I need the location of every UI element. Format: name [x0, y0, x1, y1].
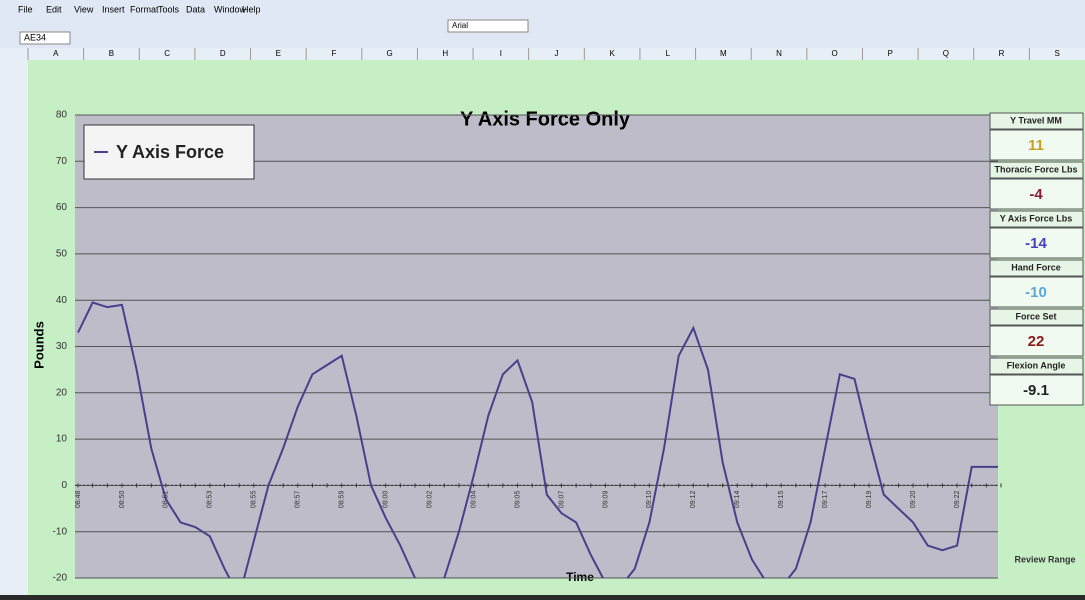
x-axis-label: Time: [566, 570, 594, 584]
x-tick-label: 08:48: [75, 491, 82, 509]
panel-value: 11: [1028, 137, 1044, 154]
row-header-bar: [0, 60, 28, 595]
x-tick-label: 09:22: [954, 491, 961, 509]
column-header: F: [332, 49, 337, 58]
menu-item[interactable]: Data: [186, 4, 205, 14]
column-header: L: [666, 49, 671, 58]
y-tick-label: 20: [56, 387, 68, 398]
column-header: P: [888, 49, 893, 58]
page: AE34 Arial Y Axis Force Only Pounds Time…: [0, 0, 1085, 595]
menu-item[interactable]: Format: [130, 4, 159, 14]
column-header: R: [999, 49, 1005, 58]
y-tick-label: 0: [61, 480, 67, 491]
column-header: M: [720, 49, 727, 58]
column-header-bar: [0, 48, 1085, 60]
x-tick-label: 09:02: [426, 491, 433, 509]
y-tick-label: 30: [56, 341, 68, 352]
review-range[interactable]: Review Range: [1014, 554, 1075, 564]
column-header: B: [109, 49, 114, 58]
menu-item[interactable]: View: [74, 4, 94, 14]
y-tick-label: -10: [53, 526, 68, 537]
x-tick-label: 09:15: [778, 491, 785, 509]
x-tick-label: 09:00: [383, 491, 390, 509]
menu-item[interactable]: Edit: [46, 4, 62, 14]
x-tick-label: 09:07: [558, 491, 565, 509]
panel-label: Force Set: [1015, 311, 1056, 321]
name-box-text: AE34: [24, 32, 46, 42]
column-header: E: [276, 49, 281, 58]
x-tick-label: 08:55: [251, 491, 258, 509]
x-tick-label: 09:14: [734, 491, 741, 509]
panel-label: Thoracic Force Lbs: [994, 164, 1077, 174]
y-tick-label: 40: [56, 295, 68, 306]
x-tick-label: 09:20: [910, 491, 917, 509]
panel-value: -10: [1025, 284, 1047, 301]
x-tick-label: 08:59: [339, 491, 346, 509]
chart-title: Y Axis Force Only: [460, 108, 631, 130]
y-tick-label: 10: [56, 434, 68, 445]
column-header: D: [220, 49, 226, 58]
x-tick-label: 09:19: [866, 491, 873, 509]
panel-value: -14: [1025, 235, 1047, 252]
y-tick-label: 70: [56, 156, 68, 167]
panel-label: Hand Force: [1011, 262, 1061, 272]
column-header: S: [1055, 49, 1060, 58]
x-tick-label: 09:09: [602, 491, 609, 509]
column-header: J: [555, 49, 559, 58]
y-tick-label: 50: [56, 249, 68, 260]
menu-item[interactable]: Tools: [158, 4, 180, 14]
panel-label: Flexion Angle: [1007, 360, 1066, 370]
column-header: N: [776, 49, 782, 58]
screen: AE34 Arial Y Axis Force Only Pounds Time…: [0, 0, 1085, 595]
menu-item[interactable]: File: [18, 4, 33, 14]
x-tick-label: 08:57: [295, 491, 302, 509]
column-header: K: [609, 49, 615, 58]
x-tick-label: 09:05: [514, 491, 521, 509]
panel-value: -9.1: [1023, 382, 1049, 399]
column-header: I: [500, 49, 502, 58]
x-tick-label: 08:50: [119, 491, 126, 509]
panel-value: 22: [1028, 333, 1045, 350]
x-tick-label: 08:53: [207, 491, 214, 509]
panel-label: Y Axis Force Lbs: [1000, 213, 1073, 223]
x-tick-label: 09:04: [470, 491, 477, 509]
panel-label: Y Travel MM: [1010, 115, 1062, 125]
panel-value: -4: [1029, 186, 1043, 203]
column-header: A: [53, 49, 59, 58]
legend-label: Y Axis Force: [116, 142, 224, 162]
column-header: Q: [943, 49, 949, 58]
x-tick-label: 09:12: [690, 491, 697, 509]
font-box-text: Arial: [452, 21, 468, 30]
column-header: H: [442, 49, 448, 58]
y-tick-label: 80: [56, 110, 68, 121]
column-header: O: [832, 49, 838, 58]
x-tick-label: 09:17: [822, 491, 829, 509]
menu-item[interactable]: Insert: [102, 4, 125, 14]
column-header: G: [386, 49, 392, 58]
y-tick-label: 60: [56, 202, 68, 213]
menu-item[interactable]: Help: [242, 4, 261, 14]
y-axis-label: Pounds: [31, 321, 46, 369]
y-tick-label: -20: [53, 573, 68, 584]
column-header: C: [164, 49, 170, 58]
